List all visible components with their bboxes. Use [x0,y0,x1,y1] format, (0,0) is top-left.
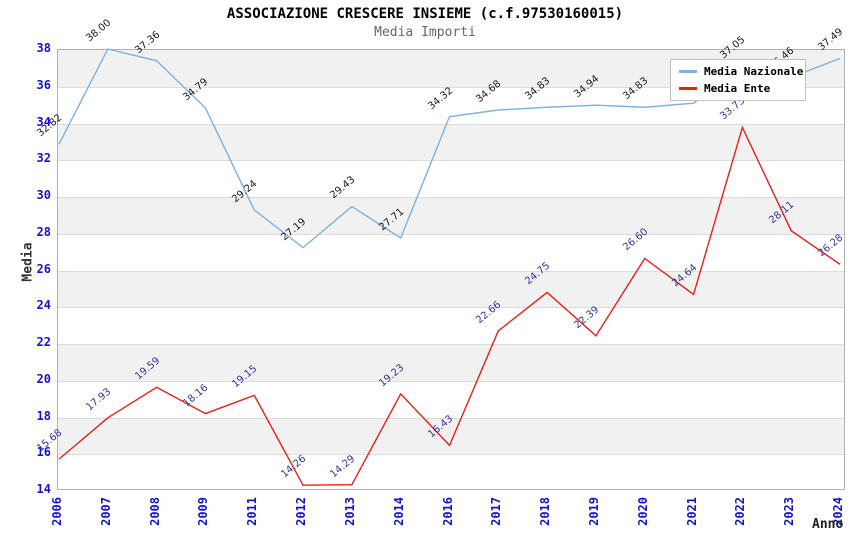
y-axis-title: Media [20,242,36,282]
gridline [58,307,844,309]
plot-band [58,197,844,234]
gridline [58,123,844,125]
x-tick-label: 2016 [440,497,455,526]
gridline [58,344,844,345]
x-tick-label: 2011 [245,497,260,526]
y-tick-label: 30 [36,188,51,202]
media-ente-line-swatch-icon [679,87,697,91]
gridline [58,160,844,162]
y-tick-label: 14 [36,482,51,496]
legend-item-media-nazionale: Media Nazionale [679,65,805,78]
y-tick-label: 36 [36,77,51,92]
legend-item-media-ente: Media Ente [679,82,805,95]
x-axis-title: Anno [812,517,844,532]
x-tick-label: 2018 [538,497,553,526]
chart-title: ASSOCIAZIONE CRESCERE INSIEME (c.f.97530… [226,6,624,22]
y-tick-label: 18 [36,408,51,423]
y-tick-label: 20 [36,371,51,386]
media-nazionale-line-swatch-icon [679,69,697,73]
gridline [58,197,844,198]
x-tick-label: 2007 [98,497,113,526]
legend-label: Media Ente [704,82,771,96]
plot-band [58,270,844,308]
plot-band [58,454,844,489]
gridline [58,380,844,382]
gridline [58,270,844,272]
x-tick-label: 2023 [782,497,797,526]
x-tick-label: 2013 [342,497,357,526]
y-tick-label: 28 [36,224,51,239]
legend-label: Media Nazionale [704,64,804,78]
x-tick-label: 2012 [294,497,309,526]
y-tick-label: 32 [36,151,51,166]
x-tick-label: 2021 [684,497,699,526]
y-tick-label: 38 [36,41,51,55]
y-tick-label: 22 [36,335,51,349]
y-tick-label: 34 [36,114,51,129]
x-tick-label: 2022 [733,497,748,526]
x-tick-label: 2008 [147,497,162,526]
gridline [58,233,844,235]
legend: Media Nazionale Media Ente [670,59,806,101]
gridline [58,454,844,456]
y-tick-label: 26 [36,261,51,276]
x-tick-label: 2017 [489,497,504,526]
plot-band [58,123,844,161]
plot-band [58,160,844,197]
x-tick-label: 2019 [586,497,601,526]
y-tick-label: 24 [36,298,51,313]
x-tick-label: 2009 [196,497,211,526]
x-tick-label: 2014 [391,497,406,526]
plot-band [58,381,844,418]
plot-band [58,234,844,271]
x-tick-label: 2006 [50,497,64,526]
y-tick-label: 16 [36,445,51,460]
chart-subtitle: Media Importi [374,25,476,40]
x-tick-label: 2020 [635,497,650,526]
plot-band [58,344,844,381]
plot-band [58,307,844,344]
